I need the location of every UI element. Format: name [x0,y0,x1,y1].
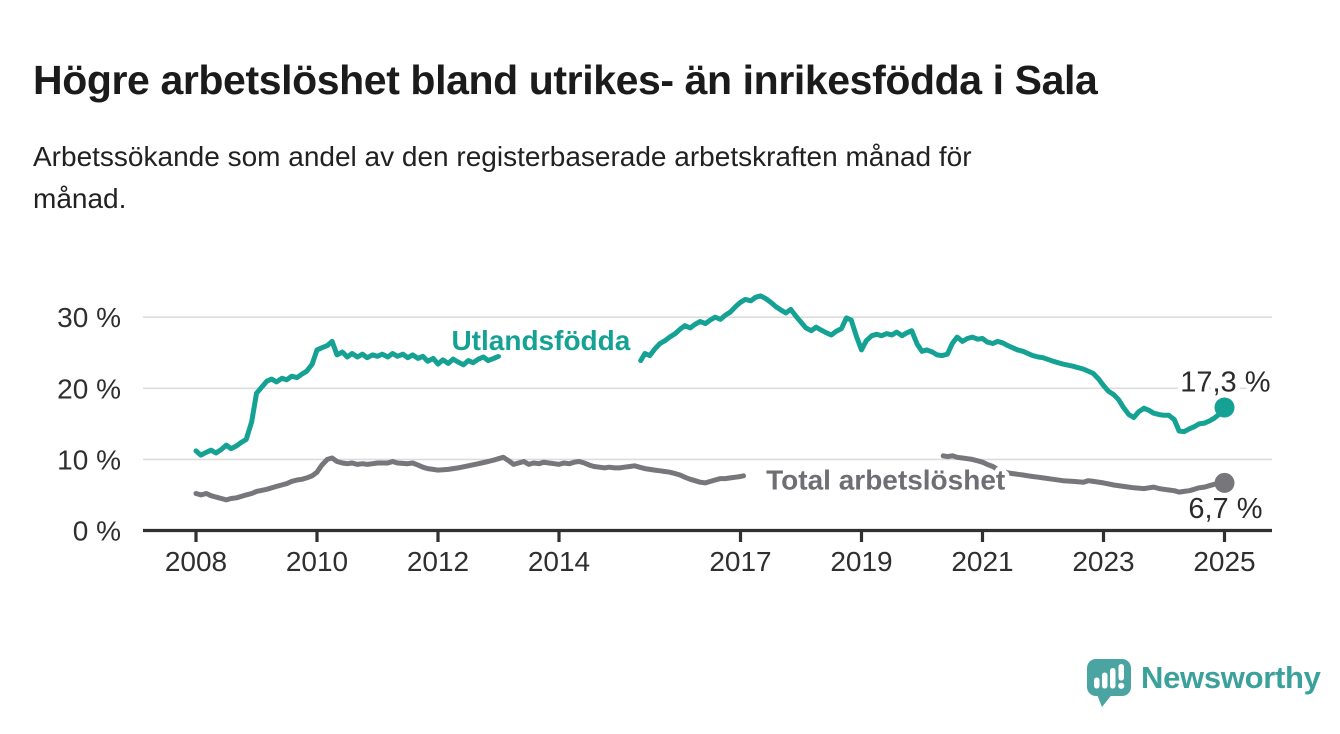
x-tick-label: 2014 [528,546,590,577]
series-line-total-arbetsloshet [193,454,746,503]
series-label-total-arbetsloshet: Total arbetslöshet [766,465,1005,496]
x-tick-label: 2012 [407,546,469,577]
chart-subtitle-line-1: Arbetssökande som andel av den registerb… [33,141,972,172]
x-tick-label: 2019 [830,546,892,577]
chart-title: Högre arbetslöshet bland utrikes- än inr… [33,57,1098,104]
end-value-label-utlandsfodda: 17,3 % [1180,367,1270,399]
chart-subtitle: Arbetssökande som andel av den registerb… [33,136,972,220]
x-tick-label: 2017 [709,546,771,577]
chart-subtitle-line-2: månad. [33,183,127,214]
x-tick-label: 2021 [951,546,1013,577]
y-tick-label: 0 % [73,516,121,547]
y-tick-label: 10 % [57,444,121,475]
newsworthy-brand: Newsworthy [1086,658,1321,708]
x-tick-label: 2008 [165,546,227,577]
x-tick-label: 2025 [1193,546,1255,577]
newsworthy-wordmark: Newsworthy [1141,660,1321,695]
series-label-utlandsfodda: Utlandsfödda [451,325,630,356]
series-line-utlandsfodda [193,338,501,458]
y-tick-label: 30 % [57,302,121,333]
newsworthy-logo-icon [1087,659,1131,707]
series-line-utlandsfodda [638,293,1227,435]
series-end-dot-total-arbetsloshet [1214,472,1235,493]
series-line-total-arbetsloshet [940,453,1227,495]
y-tick-label: 20 % [57,373,121,404]
x-tick-label: 2010 [286,546,348,577]
series-end-dot-utlandsfodda [1214,397,1235,418]
end-value-label-total-arbetsloshet: 6,7 % [1188,493,1262,525]
x-tick-label: 2023 [1072,546,1134,577]
